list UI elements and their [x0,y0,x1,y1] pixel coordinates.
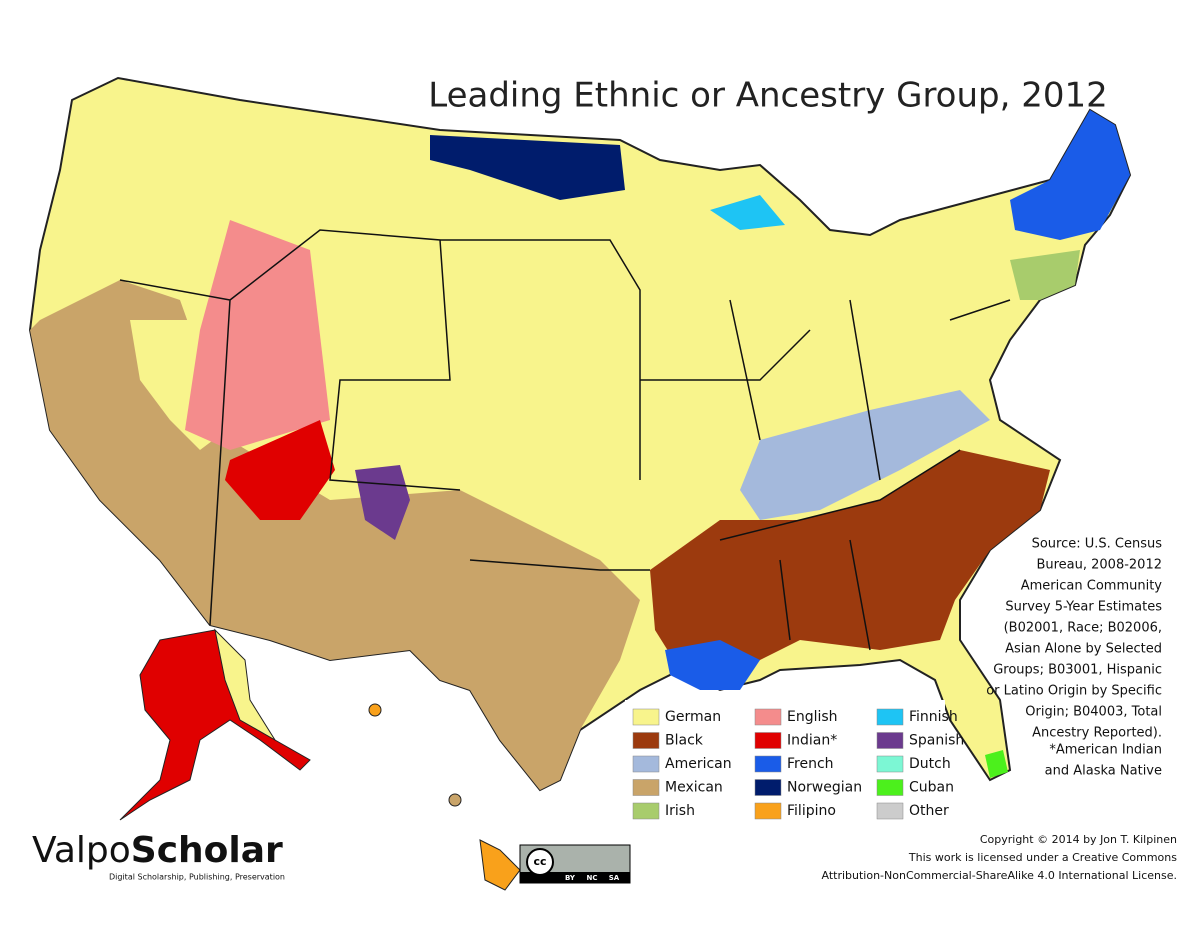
legend-swatch [754,732,782,749]
region-french-ne [1010,110,1130,240]
legend-swatch [876,732,904,749]
alaska-yellow [214,628,276,741]
copyright: Copyright © 2014 by Jon T. Kilpinen This … [821,833,1177,882]
source-line: Source: U.S. Census [1032,537,1163,552]
source-line: Survey 5-Year Estimates [1005,600,1162,615]
alaska [119,629,311,821]
legend-swatch [632,779,660,796]
legend-swatch [876,779,904,796]
legend-swatch [754,802,782,820]
copyright-line: Attribution-NonCommercial-ShareAlike 4.0… [821,869,1177,882]
legend-label: Finnish [909,709,958,725]
source-line: Origin; B04003, Total [1025,705,1162,720]
logo-text: ValpoScholar [32,830,283,871]
source-line: or Latino Origin by Specific [986,684,1162,699]
badge-term: NC [587,874,598,882]
region-irish [1010,250,1080,300]
legend-label: Dutch [909,756,951,772]
region-french-la [665,640,760,690]
legend-label: Cuban [909,780,954,796]
legend-label: Irish [665,803,695,819]
title: Leading Ethnic or Ancestry Group, 2012 [428,76,1108,116]
legend-swatch [754,779,782,796]
source-line: Groups; B03001, Hispanic [993,663,1162,678]
copyright-line: Copyright © 2014 by Jon T. Kilpinen [980,833,1177,846]
legend-label: Filipino [787,803,836,819]
logo: ValpoScholar Digital Scholarship, Publis… [32,830,285,882]
map [28,76,1132,891]
footnote-line: *American Indian [1049,743,1162,758]
legend-label: French [787,756,834,772]
legend-swatch [632,802,660,820]
badge-terms: BY NC SA [565,874,620,882]
hawaii-island [448,793,462,807]
legend: German Black American Mexican Irish English In… [632,708,964,820]
legend-label: Norwegian [787,780,862,796]
legend-swatch [876,755,904,773]
logo-part1: Valpo [32,830,131,871]
legend-label: Other [909,803,949,819]
badge-cc-circle [526,848,554,876]
state-borders [119,229,1011,651]
hawaii [479,839,521,891]
footnote: *American Indian and Alaska Native [1045,743,1162,779]
source-line: (B02001, Race; B02006, [1004,621,1162,636]
logo-part2: Scholar [131,830,283,871]
legend-swatch [754,755,782,773]
region-finnish [710,195,785,230]
region-indian [225,420,335,520]
region-cuban [985,750,1008,778]
source-line: Bureau, 2008-2012 [1036,558,1162,573]
badge-term: SA [609,874,620,882]
badge-band [520,872,630,883]
legend-label: Spanish [909,733,964,749]
region-spanish [355,465,410,540]
source-line: American Community [1021,579,1163,594]
legend-swatch [632,732,660,749]
source-line: Asian Alone by Selected [1005,642,1162,657]
legend-swatch [876,708,904,726]
region-norwegian [430,135,625,200]
legend-label: Indian* [787,733,837,749]
logo-tagline: Digital Scholarship, Publishing, Preserv… [109,873,285,882]
legend-swatch [876,802,904,820]
region-english [185,220,330,450]
legend-label: Mexican [665,780,723,796]
legend-swatch [754,708,782,726]
hawaii-island [368,703,382,717]
legend-label: American [665,756,732,772]
footnote-line: and Alaska Native [1045,764,1162,779]
legend-swatch [632,755,660,773]
source-line: Ancestry Reported). [1032,726,1162,741]
legend-swatch [632,708,660,726]
legend-label: German [665,709,721,725]
legend-label: Black [665,733,704,749]
badge-term: BY [565,874,576,882]
copyright-line: This work is licensed under a Creative C… [908,851,1177,864]
cc-badge: cc BY NC SA [519,844,631,884]
region-american [740,390,990,520]
region-black [650,450,1050,690]
source: Source: U.S. Census Bureau, 2008-2012 Amer… [986,537,1162,741]
badge-cc: cc [533,855,546,868]
legend-label: English [787,709,838,725]
